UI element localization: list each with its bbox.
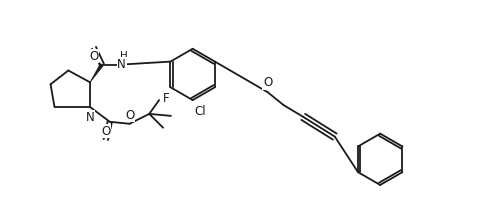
- Text: H: H: [120, 51, 127, 61]
- Text: F: F: [163, 92, 170, 105]
- Text: Cl: Cl: [195, 105, 206, 118]
- Text: O: O: [263, 76, 272, 89]
- Polygon shape: [90, 64, 103, 82]
- Text: N: N: [86, 111, 94, 124]
- Text: O: O: [101, 125, 110, 138]
- Text: O: O: [89, 50, 99, 63]
- Text: N: N: [117, 58, 126, 71]
- Text: O: O: [125, 109, 134, 122]
